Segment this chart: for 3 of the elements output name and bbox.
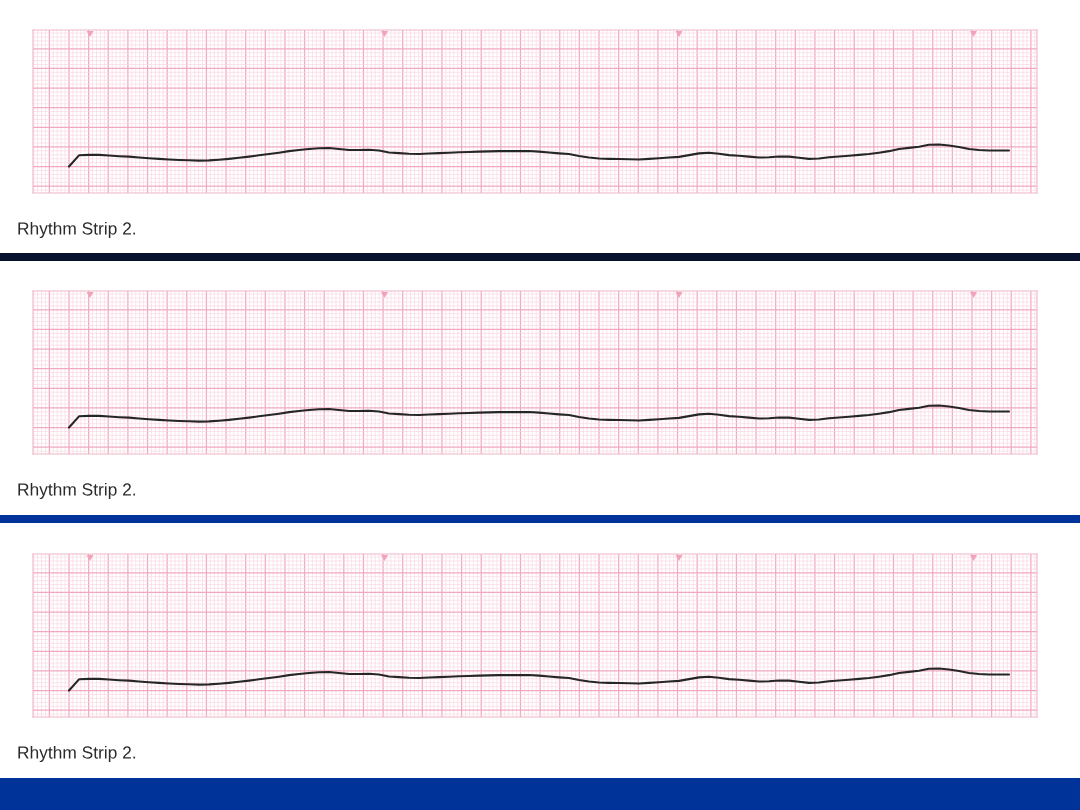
text: Rhythm Strip 2.: [18, 482, 136, 500]
text: Rhythm Strip 2.: [18, 745, 136, 763]
text: Rhythm Strip 2.: [18, 221, 136, 239]
